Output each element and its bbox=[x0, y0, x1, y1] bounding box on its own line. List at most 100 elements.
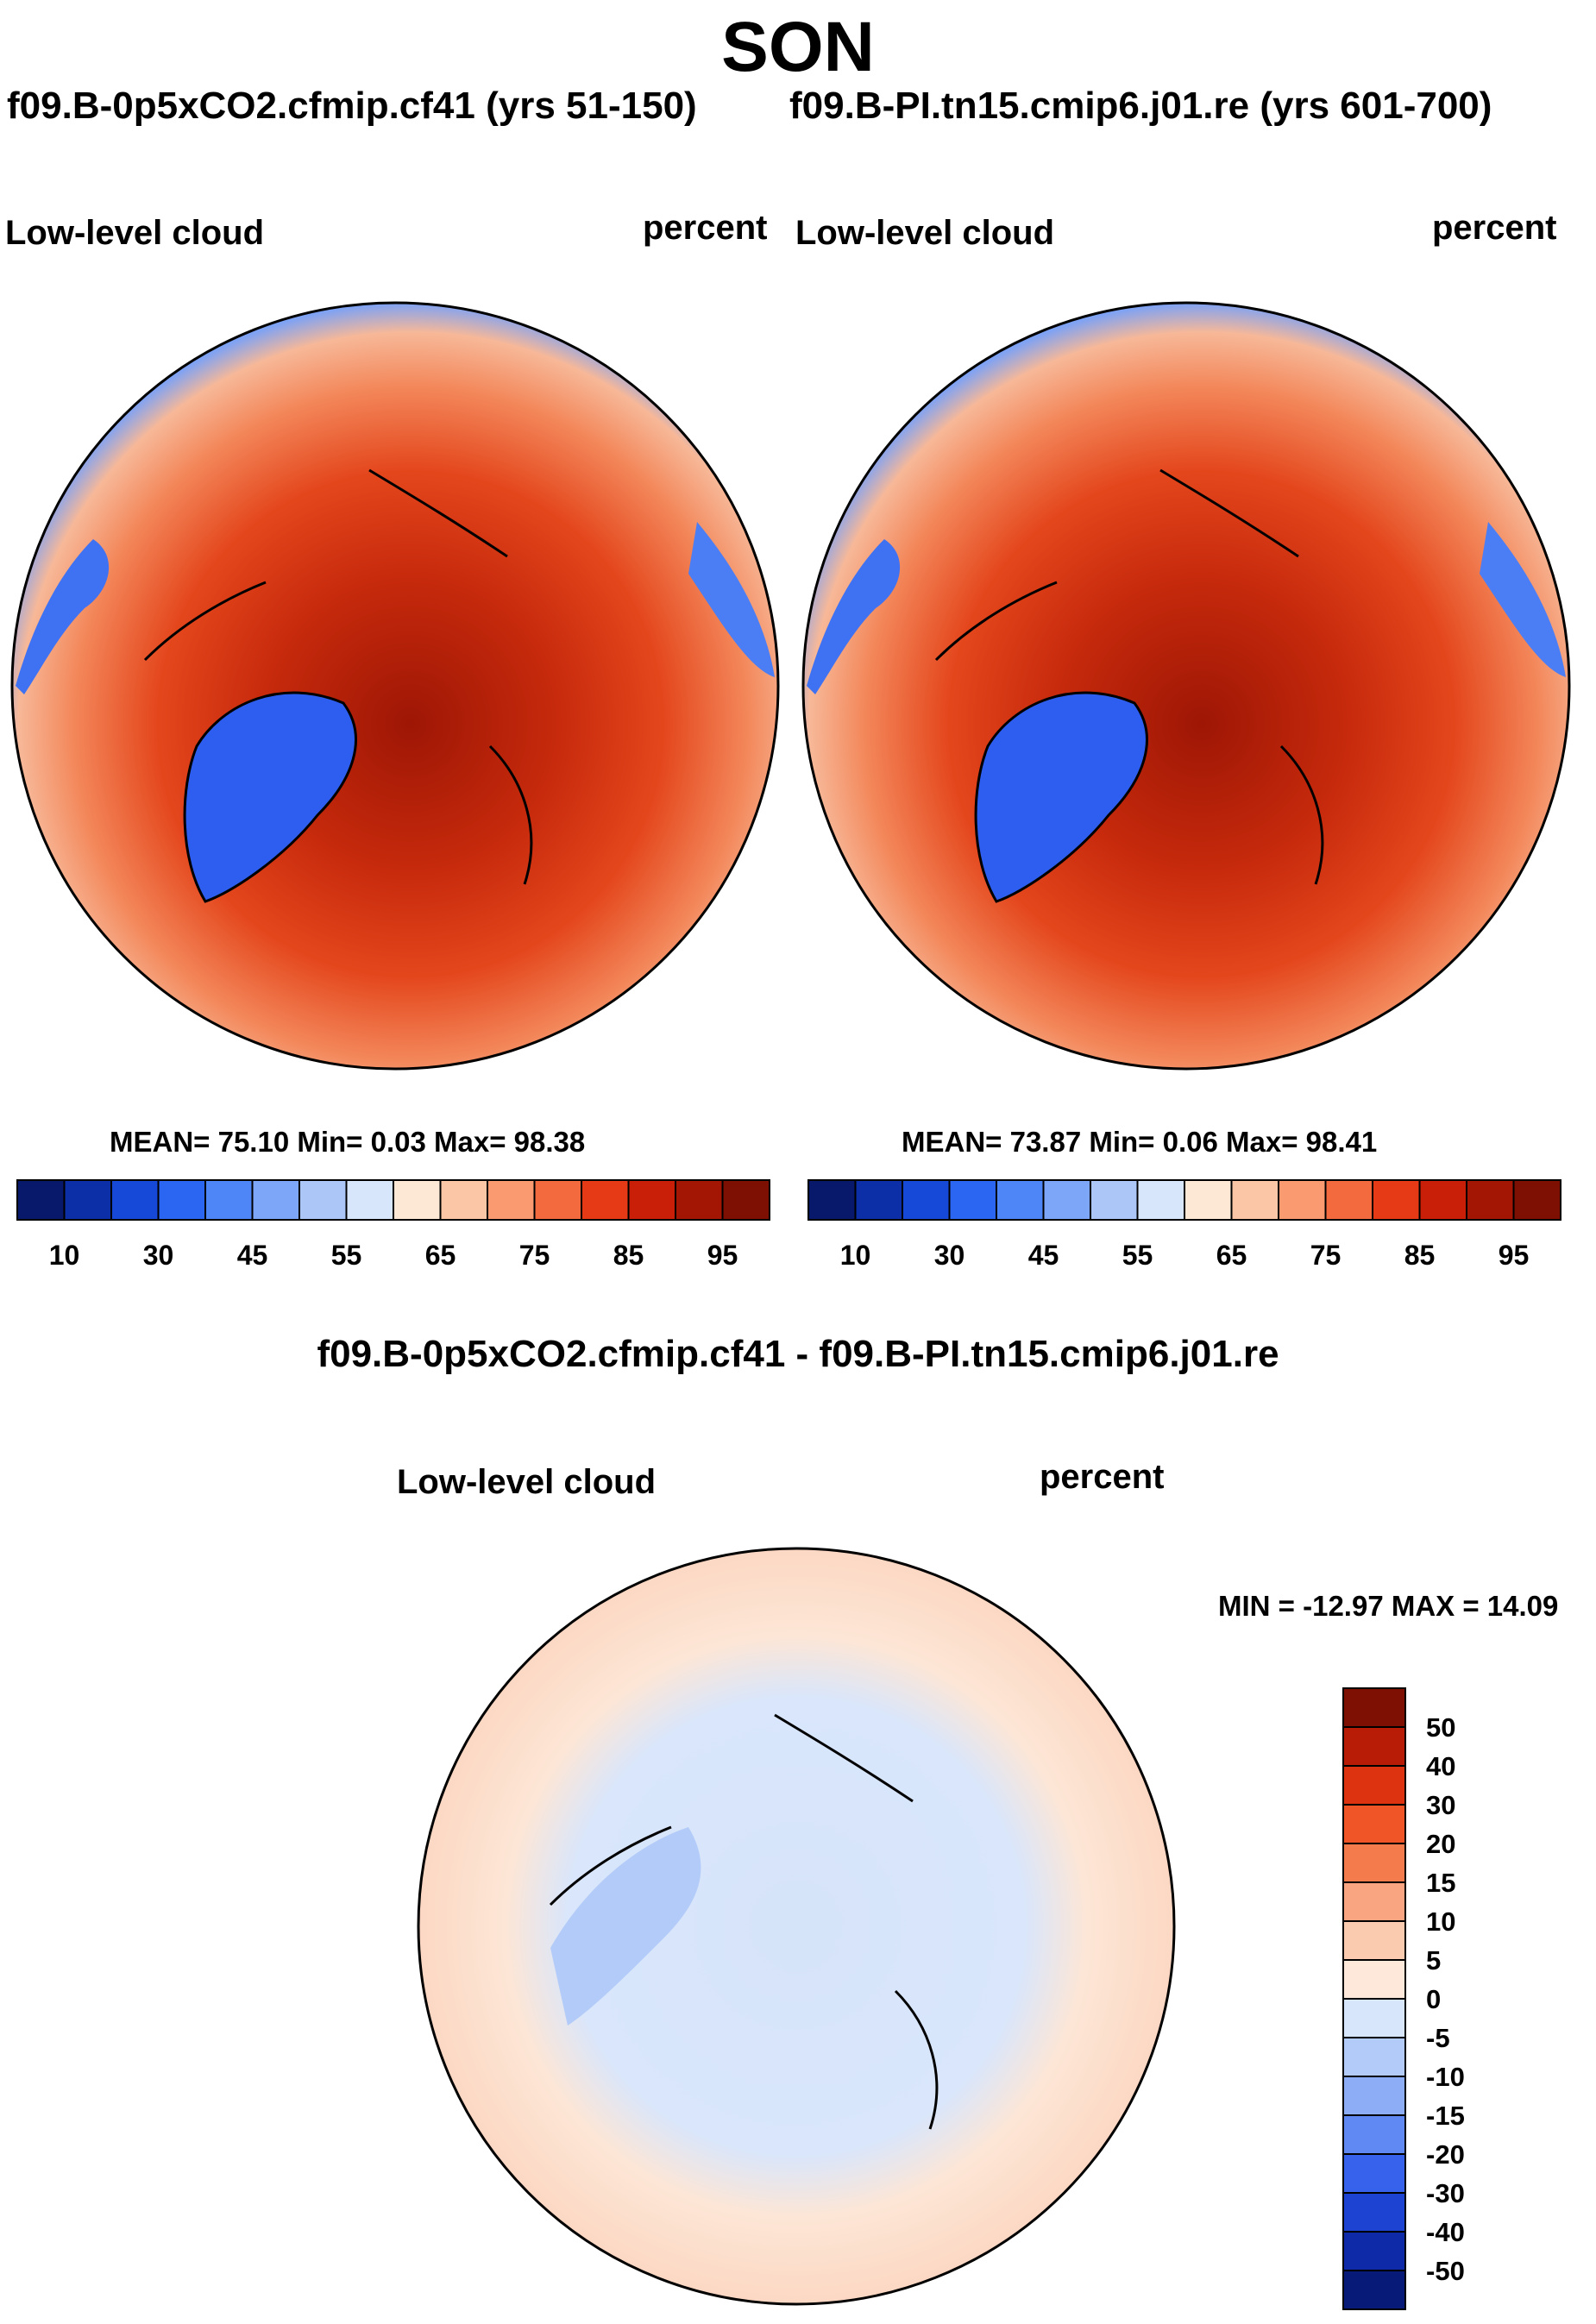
panel1-units: percent bbox=[643, 209, 768, 247]
panel1-colorbar-swatch bbox=[439, 1179, 488, 1221]
panel2-colorbar-swatch bbox=[1136, 1179, 1185, 1221]
panel1-coastline bbox=[143, 468, 533, 885]
difference-coastline bbox=[549, 1713, 939, 2130]
panel2-colorbar-label: 65 bbox=[1216, 1240, 1247, 1271]
difference-colorbar-label: -30 bbox=[1426, 2178, 1465, 2208]
difference-map bbox=[417, 1547, 1176, 2306]
difference-colorbar-label: 0 bbox=[1426, 1984, 1441, 2014]
panel2-colorbar-swatch bbox=[1278, 1179, 1327, 1221]
difference-colorbar-swatch bbox=[1342, 1804, 1406, 1844]
difference-colorbar-swatch bbox=[1342, 2037, 1406, 2077]
panel2-colorbar-swatch bbox=[1230, 1179, 1279, 1221]
panel2-colorbar-swatch bbox=[996, 1179, 1045, 1221]
panel1-colorbar-swatch bbox=[533, 1179, 582, 1221]
difference-colorbar-label: -10 bbox=[1426, 2062, 1465, 2092]
panel2-colorbar-swatch bbox=[1372, 1179, 1421, 1221]
panel1-colorbar-swatch bbox=[157, 1179, 206, 1221]
difference-colorbar-label: 20 bbox=[1426, 1829, 1455, 1859]
difference-colorbar-label: 5 bbox=[1426, 1945, 1441, 1975]
difference-units: percent bbox=[1040, 1458, 1165, 1496]
difference-colorbar-swatch bbox=[1342, 2192, 1406, 2233]
difference-colorbar-label: 40 bbox=[1426, 1751, 1455, 1781]
panel2-colorbar-swatch bbox=[1324, 1179, 1373, 1221]
difference-colorbar-label: 30 bbox=[1426, 1790, 1455, 1820]
difference-colorbar-label: 15 bbox=[1426, 1868, 1455, 1898]
panel1-border bbox=[10, 301, 780, 1071]
difference-colorbar-label: 10 bbox=[1426, 1906, 1455, 1937]
panel2-colorbar-label: 55 bbox=[1122, 1240, 1153, 1271]
difference-colorbar-swatch bbox=[1342, 2231, 1406, 2271]
panel1-west-blue bbox=[16, 539, 110, 694]
difference-colorbar-swatch bbox=[1342, 1687, 1406, 1728]
panel1-colorbar-swatch bbox=[393, 1179, 442, 1221]
panel2-colorbar-label: 10 bbox=[840, 1240, 871, 1271]
panel1-colorbar-swatch bbox=[110, 1179, 160, 1221]
difference-blue-sector bbox=[550, 1827, 701, 2026]
panel1-colorbar-swatch bbox=[581, 1179, 630, 1221]
difference-colorbar-label: -5 bbox=[1426, 2023, 1450, 2053]
panel2-coastline bbox=[934, 468, 1324, 885]
panel1-colorbar-swatch bbox=[345, 1179, 394, 1221]
panel1-colorbar-label: 75 bbox=[519, 1240, 550, 1271]
panel1-colorbar-swatch bbox=[487, 1179, 536, 1221]
panel1-variable: Low-level cloud bbox=[5, 214, 265, 252]
panel1-colorbar-swatch bbox=[251, 1179, 300, 1221]
panel2-greenland bbox=[974, 691, 1148, 903]
difference-stats: MIN = -12.97 MAX = 14.09 bbox=[1218, 1590, 1559, 1622]
panel2-colorbar-label: 85 bbox=[1404, 1240, 1436, 1271]
panel1-map bbox=[10, 301, 780, 1071]
panel2-colorbar-swatch bbox=[1512, 1179, 1561, 1221]
difference-border bbox=[417, 1547, 1176, 2306]
panel2-colorbar-swatch bbox=[807, 1179, 857, 1221]
season-title: SON bbox=[721, 8, 875, 86]
difference-colorbar-swatch bbox=[1342, 1843, 1406, 1883]
panel1-colorbar-label: 10 bbox=[49, 1240, 80, 1271]
panel2-colorbar-swatch bbox=[1418, 1179, 1467, 1221]
difference-colorbar-swatch bbox=[1342, 1959, 1406, 2000]
panel2-east-blue bbox=[1480, 522, 1566, 677]
difference-title: f09.B-0p5xCO2.cfmip.cf41 - f09.B-PI.tn15… bbox=[317, 1333, 1279, 1375]
panel1-colorbar: 10 30 45 55 65 75 85 95 bbox=[16, 1179, 770, 1271]
panel2-variable: Low-level cloud bbox=[795, 214, 1055, 252]
panel2-colorbar-label: 95 bbox=[1499, 1240, 1530, 1271]
panel2-border bbox=[801, 301, 1571, 1071]
panel1-colorbar-label: 45 bbox=[237, 1240, 268, 1271]
panel2-colorbar-swatch bbox=[1466, 1179, 1515, 1221]
difference-colorbar-swatch bbox=[1342, 2153, 1406, 2194]
panel1-colorbar-swatch bbox=[298, 1179, 348, 1221]
difference-colorbar-label: -50 bbox=[1426, 2256, 1465, 2286]
panel1-greenland bbox=[183, 691, 357, 903]
panel2-stats: MEAN= 73.87 Min= 0.06 Max= 98.41 bbox=[902, 1126, 1378, 1158]
panel2-colorbar-label: 45 bbox=[1028, 1240, 1059, 1271]
difference-colorbar-swatch bbox=[1342, 2076, 1406, 2116]
panel1-colorbar-swatch bbox=[675, 1179, 724, 1221]
panel1-colorbar-swatch bbox=[721, 1179, 770, 1221]
difference-colorbar-swatch bbox=[1342, 1998, 1406, 2038]
difference-colorbar-label: 50 bbox=[1426, 1712, 1455, 1743]
panel2-colorbar-swatch bbox=[1090, 1179, 1139, 1221]
difference-colorbar-swatch bbox=[1342, 2114, 1406, 2155]
panel2-colorbar-swatch bbox=[854, 1179, 903, 1221]
difference-colorbar-swatch bbox=[1342, 1765, 1406, 1806]
panel2-colorbar-swatch bbox=[1184, 1179, 1233, 1221]
difference-variable: Low-level cloud bbox=[397, 1463, 657, 1501]
panel1-colorbar-swatch bbox=[63, 1179, 112, 1221]
case2-title: f09.B-PI.tn15.cmip6.j01.re (yrs 601-700) bbox=[789, 85, 1492, 127]
panel1-colorbar-swatch bbox=[627, 1179, 676, 1221]
panel1-colorbar-label: 55 bbox=[331, 1240, 362, 1271]
difference-colorbar-swatch bbox=[1342, 2270, 1406, 2310]
panel1-colorbar-swatch bbox=[204, 1179, 254, 1221]
panel1-colorbar-swatch bbox=[16, 1179, 66, 1221]
difference-colorbar-swatch bbox=[1342, 1726, 1406, 1767]
panel2-colorbar-label: 30 bbox=[934, 1240, 965, 1271]
panel1-colorbar-label: 95 bbox=[707, 1240, 738, 1271]
panel2-west-blue bbox=[807, 539, 901, 694]
panel1-stats: MEAN= 75.10 Min= 0.03 Max= 98.38 bbox=[110, 1126, 586, 1158]
panel2-colorbar: 10 30 45 55 65 75 85 95 bbox=[807, 1179, 1561, 1271]
case1-title: f09.B-0p5xCO2.cfmip.cf41 (yrs 51-150) bbox=[7, 85, 697, 127]
panel2-colorbar-swatch bbox=[1042, 1179, 1091, 1221]
panel2-map bbox=[801, 301, 1571, 1071]
difference-field bbox=[418, 1548, 1174, 2304]
difference-colorbar-label: -20 bbox=[1426, 2139, 1465, 2170]
